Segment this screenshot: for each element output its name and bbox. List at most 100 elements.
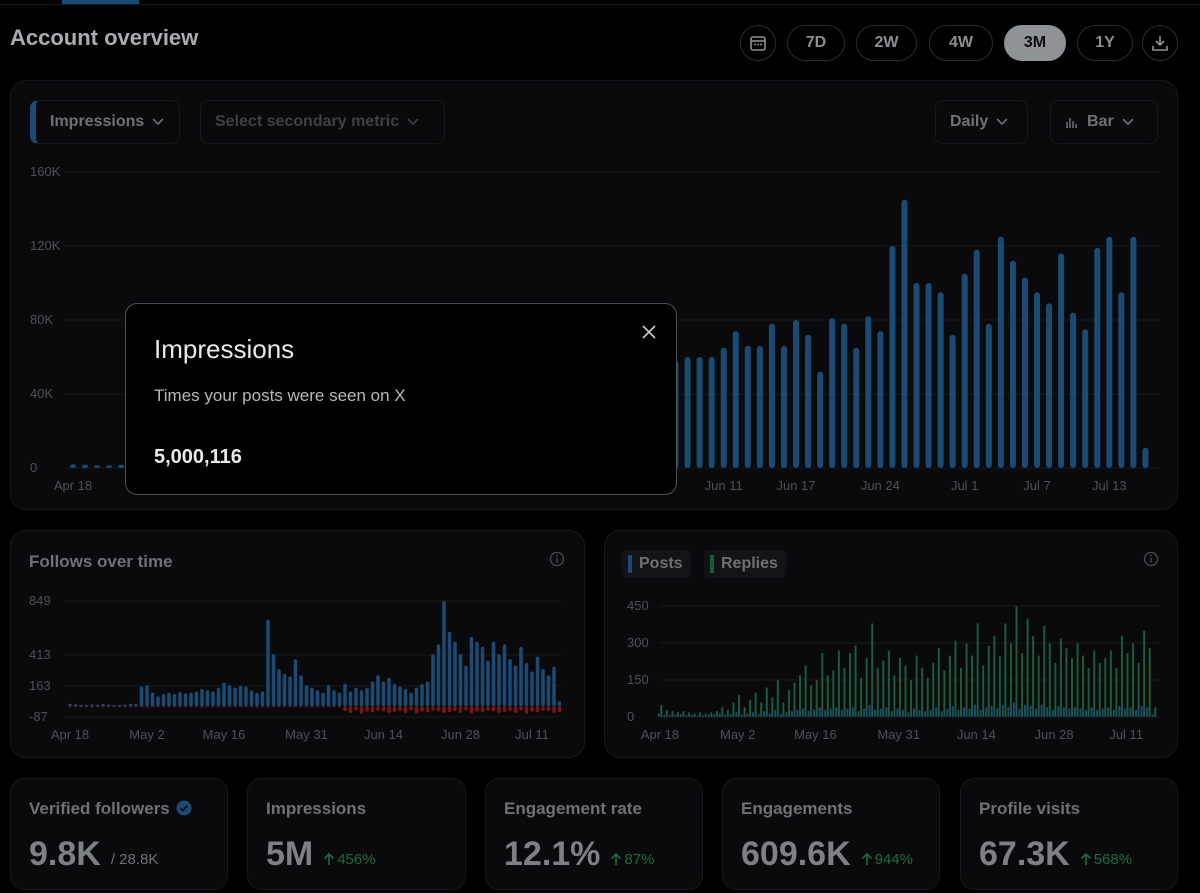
bar — [172, 706, 177, 708]
bar — [244, 686, 248, 707]
bar — [749, 699, 752, 717]
bar — [90, 706, 94, 708]
bar — [249, 690, 254, 707]
interval-dropdown[interactable]: Daily — [935, 100, 1028, 144]
bar — [519, 706, 523, 711]
bar — [1068, 708, 1071, 717]
bar — [979, 709, 982, 717]
bar — [921, 667, 924, 717]
secondary-dropdown[interactable]: Select secondary metric — [200, 100, 445, 144]
bar — [787, 689, 790, 717]
bar — [804, 665, 807, 717]
bar — [1040, 704, 1043, 717]
calendar-button[interactable] — [740, 25, 776, 61]
bar — [1118, 292, 1125, 468]
info-icon[interactable] — [549, 551, 565, 567]
bar — [1026, 618, 1029, 717]
bar — [885, 707, 888, 717]
download-button[interactable] — [1142, 25, 1178, 61]
bar — [387, 677, 391, 707]
bar — [73, 706, 78, 708]
chevron — [1122, 118, 1134, 126]
bar — [765, 687, 768, 717]
bar — [95, 704, 100, 707]
bar — [1151, 714, 1154, 717]
bar — [732, 702, 735, 717]
metric-dropdown[interactable]: Impressions — [30, 100, 180, 144]
close-button[interactable] — [641, 324, 657, 340]
bar — [935, 707, 938, 717]
range-button[interactable]: 2W — [856, 25, 917, 61]
bar — [447, 631, 452, 707]
bar — [101, 703, 105, 707]
bar — [901, 199, 908, 468]
bar — [835, 707, 838, 717]
bar — [1142, 447, 1149, 468]
badge-icon — [176, 800, 192, 816]
bar — [1018, 708, 1021, 717]
bar — [713, 714, 716, 717]
bar — [854, 645, 857, 717]
bar — [1082, 655, 1085, 717]
bar — [381, 706, 386, 712]
bar — [414, 687, 419, 707]
bar — [1090, 707, 1093, 717]
bar — [227, 685, 232, 707]
bar — [95, 706, 100, 708]
bar — [420, 683, 424, 707]
bar — [805, 334, 812, 468]
x-tick-label: Apr 18 — [54, 478, 92, 493]
bar — [813, 709, 816, 717]
bar — [453, 706, 457, 712]
bar — [238, 706, 243, 708]
x-tick-label: Jun 28 — [1035, 727, 1074, 742]
bar — [310, 706, 314, 708]
modal-description: Times your posts were seen on X — [154, 386, 406, 405]
bar — [841, 323, 848, 468]
range-button[interactable]: 4W — [929, 25, 993, 61]
bar — [480, 646, 485, 707]
bar — [1143, 630, 1146, 717]
bar — [918, 709, 921, 717]
bar — [156, 696, 160, 707]
bar — [194, 691, 199, 707]
bar — [818, 707, 821, 717]
bar — [387, 706, 391, 714]
bar — [896, 708, 899, 717]
bar — [817, 371, 824, 468]
bar — [790, 710, 793, 717]
bar — [453, 641, 457, 707]
bar — [1035, 708, 1038, 717]
bar — [112, 704, 116, 707]
bar — [946, 708, 949, 717]
bar — [530, 671, 534, 707]
bar — [671, 710, 674, 717]
bar — [962, 707, 965, 717]
info-icon[interactable] — [1143, 551, 1159, 567]
bar — [1118, 705, 1121, 717]
bar — [332, 706, 336, 708]
range-button[interactable]: 1Y — [1077, 25, 1133, 61]
legend-posts[interactable]: Posts — [622, 550, 691, 578]
bar — [729, 714, 732, 717]
bar — [693, 713, 696, 717]
bar — [200, 688, 204, 707]
bar — [475, 706, 479, 712]
legend-replies[interactable]: Replies — [704, 550, 786, 578]
bar — [768, 713, 771, 717]
bar — [763, 710, 766, 717]
metric-card: Engagement rate 12.1% 87% — [485, 778, 703, 890]
bar — [348, 691, 353, 707]
range-button[interactable]: 3M — [1004, 25, 1066, 61]
bar — [1065, 647, 1068, 717]
range-button[interactable]: 7D — [787, 25, 845, 61]
bar — [985, 323, 992, 468]
bar — [128, 703, 133, 707]
bar — [216, 706, 221, 708]
metric-card: Profile visits 67.3K 568% — [960, 778, 1178, 890]
bar — [315, 706, 320, 708]
bar — [1076, 643, 1079, 717]
view-dropdown[interactable]: Bar — [1050, 100, 1158, 144]
bar — [893, 675, 896, 717]
follows-title: Follows over time — [29, 552, 173, 571]
